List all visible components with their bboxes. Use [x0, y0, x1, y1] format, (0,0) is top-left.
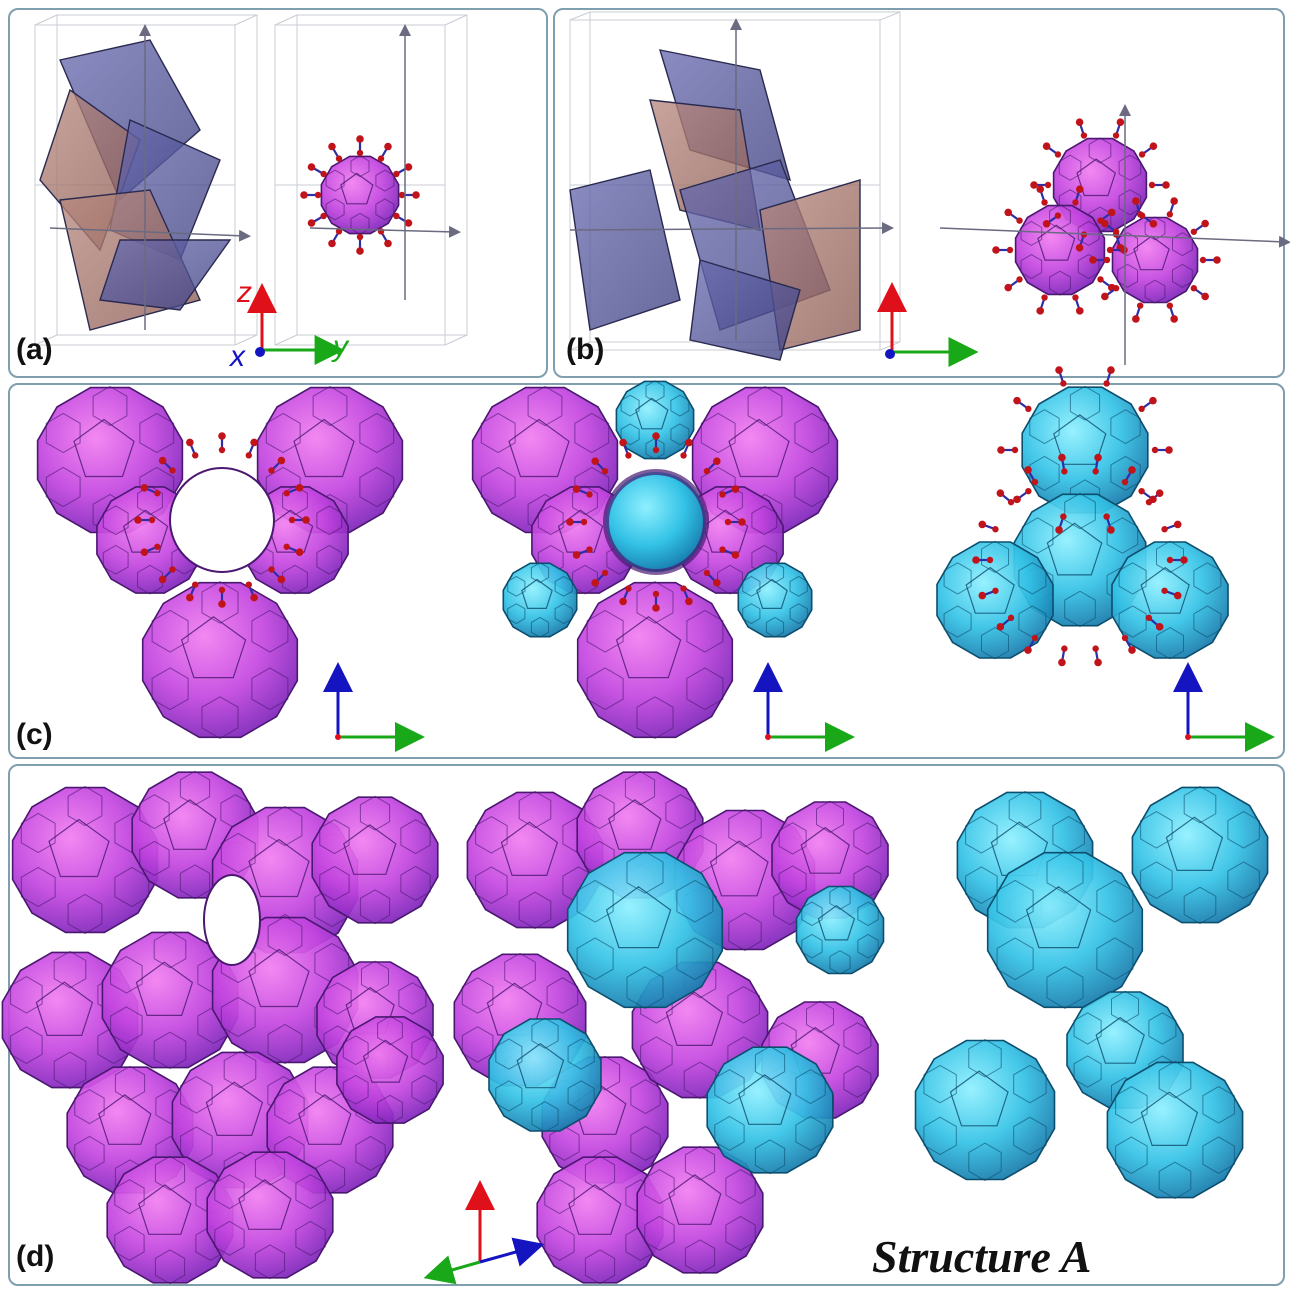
cage-magenta [320, 155, 400, 235]
axis-origin [335, 734, 341, 740]
coordinate-axis [49, 227, 251, 242]
panel-b-label: (b) [566, 333, 605, 366]
coordinate-axis [569, 222, 894, 235]
cage-cyan [566, 851, 724, 1009]
panel-a-label: (a) [16, 333, 53, 366]
atom-cluster [1089, 197, 1221, 323]
cage-magenta [11, 785, 159, 935]
cage-cyan [1111, 540, 1229, 660]
atom-cluster [992, 185, 1128, 315]
cage-cyan [502, 562, 578, 638]
cage-cyan [986, 851, 1144, 1009]
axis-arrow-x [479, 1237, 545, 1267]
cage-cyan [914, 1038, 1056, 1182]
axis-origin [1185, 734, 1191, 740]
cage-cyan [706, 1045, 834, 1175]
tetrahedron [99, 239, 232, 311]
atom-cluster [300, 135, 420, 255]
cage-cyan-center [603, 469, 709, 575]
hexagonal-channel [169, 467, 275, 573]
axis-x-label: x [230, 340, 245, 373]
cage-magenta [311, 795, 439, 925]
axis-y-label: y [333, 330, 348, 363]
atom-cluster [972, 453, 1188, 667]
coordinate-axis [309, 225, 461, 238]
cage-magenta [466, 790, 604, 930]
cage-magenta [101, 930, 239, 1070]
cage-magenta [576, 581, 734, 739]
atom-cluster [566, 432, 746, 612]
atom-cluster [134, 432, 310, 608]
coordinate-axis [939, 227, 1290, 248]
cage-cyan [795, 885, 885, 975]
axis-origin [765, 734, 771, 740]
unit-cell-frame [274, 14, 468, 346]
cage-cyan [936, 540, 1054, 660]
cage-cyan [737, 562, 813, 638]
axis-arrow-x [255, 347, 265, 357]
cage-cyan [1106, 1060, 1244, 1200]
axis-arrow-x [885, 349, 895, 359]
atom-cluster [1030, 118, 1170, 252]
atom-cluster [997, 366, 1173, 534]
cage-magenta [1014, 204, 1106, 296]
panel-d-label: (d) [16, 1240, 55, 1273]
axis-arrow-y [423, 1255, 481, 1285]
cage-magenta [206, 1150, 334, 1280]
open-channel [203, 874, 261, 966]
tetrahedron [689, 259, 801, 361]
cage-cyan [615, 380, 695, 460]
tetrahedron [569, 169, 681, 331]
cage-magenta [536, 1155, 664, 1285]
panel-c-label: (c) [16, 718, 53, 751]
cage-cyan [1131, 785, 1269, 925]
cage-cyan [488, 1017, 602, 1133]
cage-magenta [336, 1015, 444, 1125]
cage-magenta [141, 581, 299, 739]
axis-z-label: z [237, 276, 252, 309]
structure-caption: Structure A [872, 1231, 1092, 1282]
